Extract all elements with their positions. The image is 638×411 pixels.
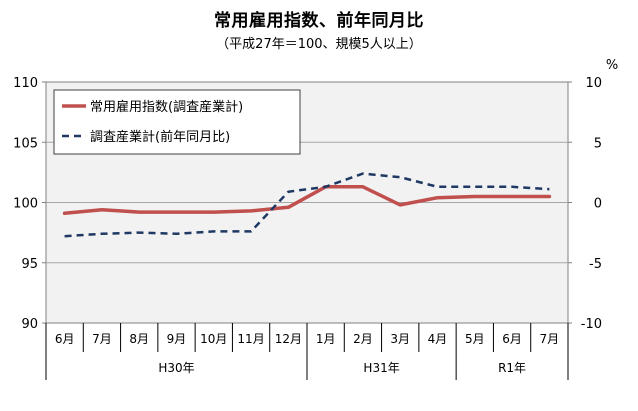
series-line-index [62,185,552,216]
right-axis-ticks: -10 -5 0 5 10 [568,76,602,332]
left-axis-tick-label: 105 [13,136,38,151]
right-axis-tick-label: 5 [594,136,602,151]
series-line-yoy [64,172,550,238]
category-label: 7月 [92,332,112,346]
chart-title: 常用雇用指数、前年同月比 [214,11,424,31]
legend-label-yoy: 調査産業計(前年同月比) [90,129,230,145]
category-label: 4月 [428,332,448,346]
series-lines [62,172,552,238]
category-label: 6月 [55,332,75,346]
left-axis-ticks: 90 95 100 105 110 [13,76,46,332]
legend: 常用雇用指数(調査産業計) 調査産業計(前年同月比) [53,89,301,155]
left-axis-tick-label: 100 [13,197,38,212]
left-axis-tick-label: 110 [13,76,38,91]
right-axis-tick-label: -10 [581,317,602,332]
category-label: 2月 [353,332,373,346]
chart-subtitle: （平成27年＝100、規模5人以上） [216,37,422,52]
legend-label-index: 常用雇用指数(調査産業計) [90,99,243,115]
right-axis-tick-label: 10 [585,76,602,91]
year-group-label: H30年 [158,361,194,375]
category-label: 5月 [465,332,485,346]
category-label: 7月 [540,332,560,346]
category-label: 6月 [502,332,522,346]
right-axis-tick-label: -5 [589,257,602,272]
category-label: 12月 [275,332,302,346]
left-axis-tick-label: 95 [21,257,38,272]
left-axis-tick-label: 90 [21,317,38,332]
category-label: 8月 [129,332,149,346]
category-label: 1月 [316,332,336,346]
right-axis-unit: % [606,58,618,73]
year-group-label: H31年 [363,361,399,375]
legend-box [53,89,301,155]
category-label: 9月 [167,332,187,346]
category-label: 10月 [200,332,227,346]
category-label: 3月 [390,332,410,346]
year-group-label: R1年 [498,361,526,375]
x-axis: 6月 7月 8月 9月 10月 11月 12月 1月 2月 3月 4月 5月 6月 7月 H30年 H31年 R… [45,323,569,380]
category-label: 11月 [237,332,264,346]
right-axis-tick-label: 0 [594,197,602,212]
